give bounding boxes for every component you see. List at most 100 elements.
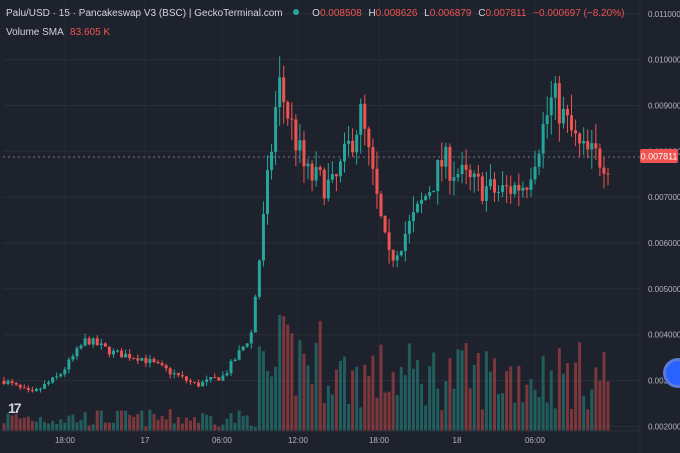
ohlc-close-key: C [478, 8, 486, 19]
volume-bar [47, 423, 51, 431]
symbol-title[interactable]: Palu/USD · 15 · Pancakeswap V3 (BSC) | G… [6, 8, 283, 19]
candle-body [403, 233, 407, 251]
candle-body [116, 350, 120, 352]
volume-bar [229, 413, 233, 431]
candle-body [343, 143, 347, 162]
price-tick-label: 0.006000 [648, 239, 680, 248]
volume-bar [383, 392, 387, 431]
candle-body [2, 380, 6, 385]
volume-bar [172, 423, 176, 431]
candle-body [87, 338, 91, 345]
volume-bar [249, 425, 253, 431]
candle-body [529, 179, 533, 190]
volume-sma-value: 83.605 K [70, 27, 111, 38]
volume-bar [549, 370, 553, 431]
volume-bar [403, 375, 407, 431]
volume-bar [286, 324, 290, 431]
candle-body [270, 151, 274, 171]
candle-body [594, 143, 598, 149]
volume-bar [509, 366, 513, 431]
candle-body [217, 377, 221, 381]
volume-bar [464, 343, 468, 431]
candle-body [347, 140, 351, 144]
candle-body [184, 376, 188, 381]
volume-sma-label[interactable]: Volume SMA [6, 27, 64, 38]
volume-bar [302, 353, 306, 431]
candle-body [578, 133, 582, 144]
candle-body [387, 232, 391, 250]
volume-legend: Volume SMA 83.605 K [6, 27, 110, 39]
candle-body [379, 193, 383, 217]
candle-body [47, 382, 51, 385]
volume-bar [541, 356, 545, 431]
chart-scroll-button-icon[interactable] [666, 361, 680, 385]
volume-bar [184, 417, 188, 431]
volume-bar [253, 426, 257, 431]
volume-bar [420, 383, 424, 431]
volume-bar [160, 415, 164, 431]
volume-bar [10, 415, 14, 431]
volume-bar [359, 407, 363, 431]
volume-bar [213, 424, 217, 431]
candle-body [144, 357, 148, 363]
candle-body [51, 377, 55, 383]
price-axis[interactable]: 0.0110000.0100000.0090000.0080000.007000… [648, 10, 680, 432]
volume-bar [606, 381, 610, 431]
candle-body [574, 130, 578, 134]
candle-body [440, 160, 444, 167]
volume-bar [440, 410, 444, 431]
tradingview-logo-icon[interactable]: 17 [8, 400, 22, 416]
volume-bar [274, 366, 278, 431]
volume-bar [75, 422, 79, 431]
candle-body [302, 140, 306, 167]
candle-body [99, 343, 103, 346]
last-price-label: 0.007811 [641, 152, 678, 162]
volume-bar [95, 410, 99, 431]
volume-bar [188, 420, 192, 431]
time-axis[interactable]: 18:00 17 06:00 12:00 18:00 18 06:00 [55, 436, 546, 445]
ohlc-open-value: 0.008508 [319, 8, 362, 19]
volume-bar [270, 376, 274, 431]
price-change: −0.000697 (−8.20%) [533, 8, 625, 19]
candle-body [363, 103, 367, 129]
volume-bar [310, 383, 314, 431]
volume-bar [290, 333, 294, 431]
candle-body [537, 153, 541, 167]
ohlc-low-value: 0.006879 [429, 8, 472, 19]
volume-bar [326, 385, 330, 431]
candle-body [201, 381, 205, 387]
candle-body [233, 359, 237, 362]
time-tick-label: 12:00 [288, 436, 309, 445]
candle-body [444, 146, 448, 167]
candle-body [318, 167, 322, 170]
volume-bar [83, 412, 87, 431]
candle-body [245, 343, 249, 347]
volume-bar [594, 367, 598, 431]
candle-body [484, 186, 488, 201]
price-tick-label: 0.002000 [648, 422, 680, 431]
volume-bar [598, 380, 602, 431]
candle-body [395, 255, 399, 261]
volume-bar [201, 413, 205, 431]
candle-body [34, 388, 38, 392]
time-tick-label: 17 [141, 436, 150, 445]
volume-bar [351, 370, 355, 431]
grid-lines [3, 0, 640, 431]
volume-bar [140, 410, 144, 431]
candle-body [606, 173, 610, 175]
candle-body [290, 118, 294, 120]
volume-bar [294, 395, 298, 431]
candle-body [415, 203, 419, 213]
candle-body [314, 167, 318, 181]
candle-body [553, 83, 557, 98]
volume-bar [529, 378, 533, 431]
candle-body [180, 375, 184, 377]
candle-body [464, 164, 468, 170]
volume-bar [22, 417, 26, 431]
candle-body [472, 173, 476, 178]
candle-body [492, 179, 496, 193]
candle-body [590, 143, 594, 150]
candle-body [586, 140, 590, 150]
candle-body [456, 174, 460, 178]
